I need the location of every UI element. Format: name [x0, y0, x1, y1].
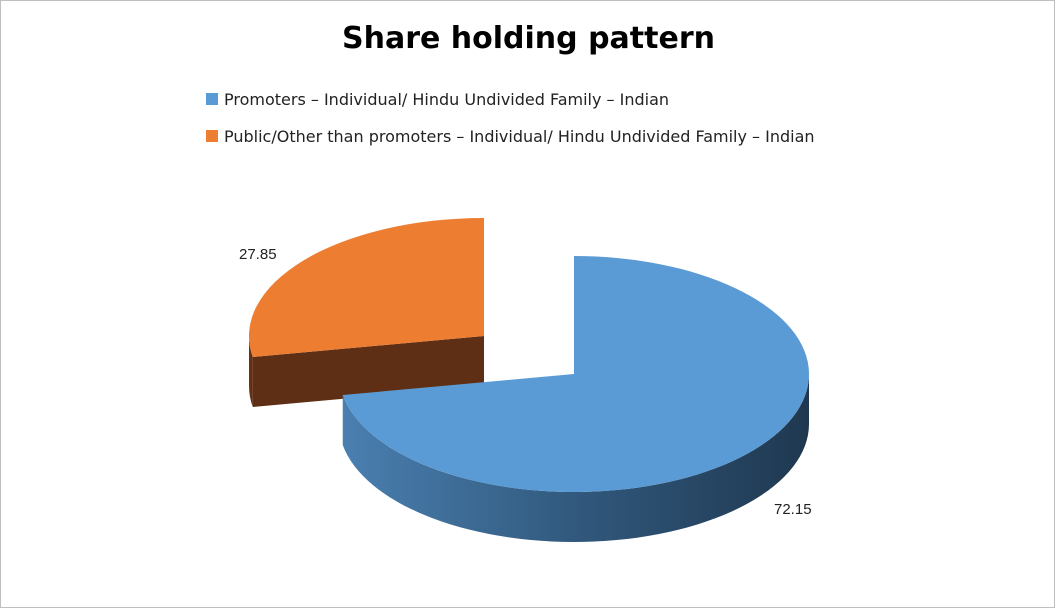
data-label-promoters: 72.15 [774, 501, 812, 518]
pie-slice-promoters-side [342, 374, 809, 542]
chart-title: Share holding pattern [342, 21, 715, 56]
pie-slice-public-side [249, 336, 253, 408]
legend-swatch-public [206, 130, 218, 142]
legend-item-promoters: Promoters – Individual/ Hindu Undivided … [206, 87, 815, 111]
pie-slice-public [249, 218, 484, 358]
legend-label-promoters: Promoters – Individual/ Hindu Undivided … [224, 89, 670, 109]
chart-legend: Promoters – Individual/ Hindu Undivided … [206, 87, 815, 161]
pie-slice-promoters [342, 256, 809, 492]
legend-swatch-promoters [206, 93, 218, 105]
data-label-public: 27.85 [239, 246, 277, 263]
legend-label-public: Public/Other than promoters – Individual… [224, 126, 815, 146]
legend-item-public: Public/Other than promoters – Individual… [206, 124, 815, 148]
